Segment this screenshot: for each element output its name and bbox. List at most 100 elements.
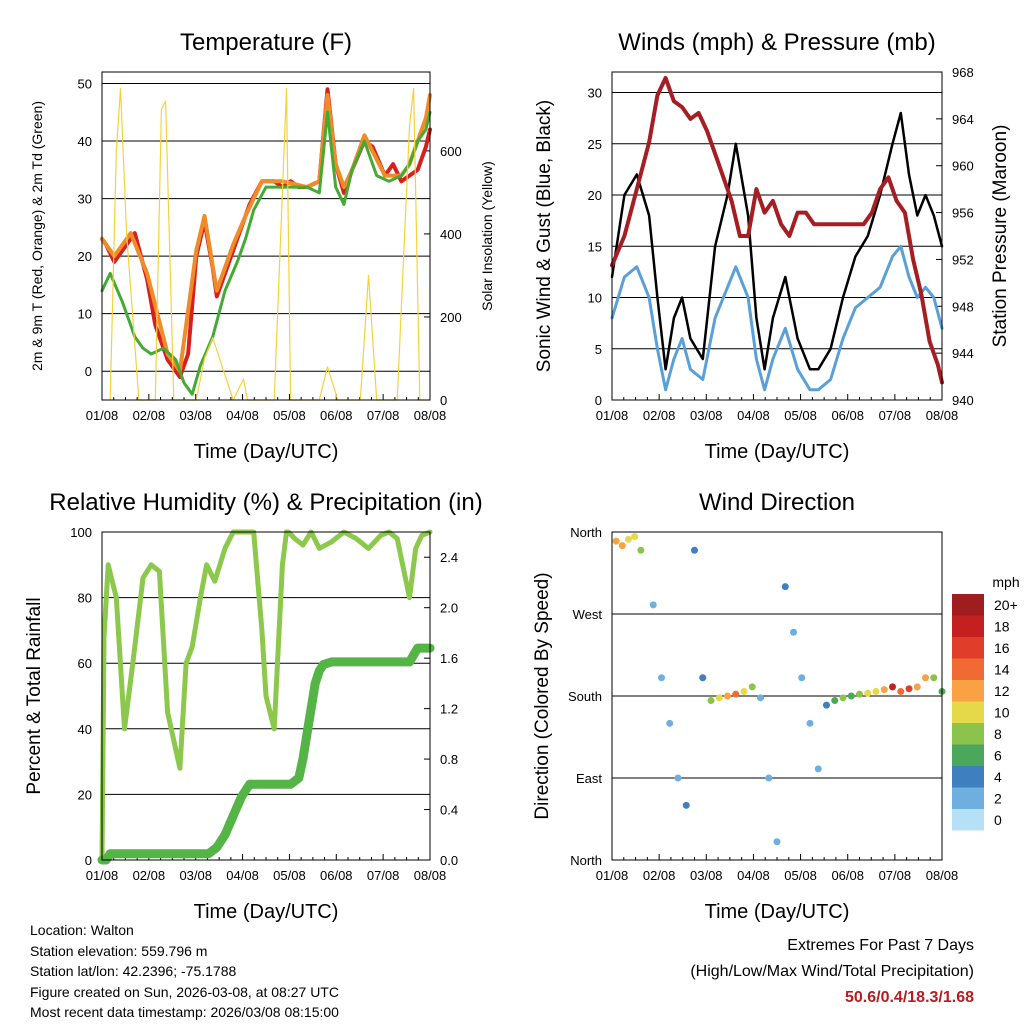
direction-point — [691, 546, 698, 554]
plot-frame — [101, 71, 431, 401]
x-tick-label: 04/08 — [226, 868, 259, 883]
series-line-solar-insolation — [109, 88, 431, 401]
legend-swatch — [952, 766, 984, 788]
direction-point — [823, 701, 830, 709]
x-tick-label: 03/08 — [690, 408, 723, 423]
direction-point — [699, 674, 707, 682]
legend-label: 18 — [994, 618, 1010, 634]
series-line-9m-t — [100, 93, 432, 374]
y-axis-label: Sonic Wind & Gust (Blue, Black) — [534, 100, 555, 372]
legend-label: 0 — [994, 812, 1002, 828]
direction-point — [781, 583, 789, 591]
y-tick-label: 10 — [78, 307, 92, 322]
y-axis-label: Direction (Colored By Speed) — [532, 572, 553, 819]
legend-swatch — [952, 723, 984, 745]
direction-point — [889, 683, 896, 691]
direction-point — [880, 686, 888, 694]
y-tick-label: West — [573, 607, 603, 622]
y-tick-label: North — [570, 525, 602, 540]
x-tick-label: 06/08 — [831, 868, 864, 883]
direction-point — [724, 692, 731, 700]
x-tick-label: 08/08 — [926, 868, 959, 883]
direction-point — [649, 601, 657, 609]
x-tick-label: 04/08 — [226, 408, 259, 423]
legend-label: 4 — [994, 769, 1002, 785]
y-tick-label: 80 — [78, 591, 92, 606]
x-tick-label: 07/08 — [879, 408, 912, 423]
legend-label: 2 — [994, 790, 1002, 806]
y2-tick-label: 960 — [952, 159, 974, 174]
x-tick-label: 03/08 — [179, 868, 212, 883]
y-tick-label: 0 — [595, 393, 602, 408]
x-tick-label: 04/08 — [737, 408, 770, 423]
direction-point — [897, 687, 905, 695]
direction-point — [864, 689, 872, 697]
direction-point — [748, 683, 756, 691]
y-tick-label: 30 — [588, 86, 602, 101]
y-tick-label: East — [576, 771, 602, 786]
y-tick-label: 40 — [78, 722, 92, 737]
x-tick-label: 02/08 — [643, 408, 676, 423]
y2-tick-label: 0.0 — [440, 853, 458, 868]
y2-tick-label: 952 — [952, 252, 974, 267]
direction-point — [872, 687, 880, 695]
direction-point — [666, 719, 674, 727]
legend-label: 16 — [994, 640, 1010, 656]
y-tick-label: 60 — [78, 656, 92, 671]
legend-swatch — [952, 744, 984, 766]
y2-tick-label: 2.0 — [440, 601, 458, 616]
y2-tick-label: 0 — [440, 393, 447, 408]
y-tick-label: 100 — [70, 525, 92, 540]
y2-axis-label: Station Pressure (Maroon) — [990, 125, 1011, 348]
y-tick-label: 30 — [78, 192, 92, 207]
x-tick-label: 03/08 — [690, 868, 723, 883]
info-created: Figure created on Sun, 2026-03-08, at 08… — [30, 983, 339, 1000]
y2-tick-label: 0.8 — [440, 752, 458, 767]
x-tick-label: 05/08 — [273, 408, 306, 423]
y2-tick-label: 1.6 — [440, 651, 458, 666]
x-tick-label: 06/08 — [320, 408, 353, 423]
plot-frame — [611, 531, 943, 861]
x-tick-label: 01/08 — [86, 408, 119, 423]
x-tick-label: 07/08 — [367, 868, 400, 883]
direction-point — [765, 774, 773, 782]
x-tick-label: 05/08 — [784, 868, 817, 883]
x-tick-label: 08/08 — [414, 408, 447, 423]
direction-point — [790, 628, 797, 636]
direction-point — [625, 535, 632, 543]
legend-swatch — [952, 701, 984, 723]
y2-axis-label: Solar Insolation (Yellow) — [479, 161, 495, 311]
series-line-wind — [610, 244, 944, 392]
x-tick-label: 02/08 — [643, 868, 676, 883]
direction-point — [831, 697, 839, 705]
x-tick-label: 02/08 — [133, 868, 166, 883]
direction-point — [612, 537, 620, 545]
x-axis-label: Time (Day/UTC) — [705, 901, 850, 923]
y-tick-label: 15 — [588, 239, 602, 254]
station-info: Location: Walton Station elevation: 559.… — [30, 920, 339, 1023]
direction-point — [839, 694, 847, 702]
legend-label: 20+ — [994, 597, 1018, 613]
y-axis-label: 2m & 9m T (Red, Orange) & 2m Td (Green) — [29, 101, 45, 371]
y-tick-label: 20 — [78, 787, 92, 802]
legend-swatch — [952, 594, 984, 616]
info-location: Location: Walton — [30, 922, 134, 938]
y-axis-label: Percent & Total Rainfall — [24, 597, 45, 794]
y2-tick-label: 964 — [952, 112, 974, 127]
chart-title: Winds (mph) & Pressure (mb) — [618, 29, 935, 56]
direction-point — [922, 674, 929, 682]
y2-tick-label: 968 — [952, 65, 974, 80]
info-recent: Most recent data timestamp: 2026/03/08 0… — [30, 1004, 339, 1020]
info-elevation: Station elevation: 559.796 m — [30, 942, 208, 959]
x-tick-label: 03/08 — [179, 408, 212, 423]
direction-point — [618, 542, 626, 550]
extremes-title: Extremes For Past 7 Days — [787, 937, 974, 954]
x-tick-label: 06/08 — [320, 868, 353, 883]
y-tick-label: North — [570, 853, 602, 868]
x-tick-label: 05/08 — [784, 408, 817, 423]
y2-tick-label: 600 — [440, 144, 462, 159]
direction-point — [631, 533, 639, 541]
y-tick-label: 40 — [78, 134, 92, 149]
y-tick-label: 0 — [85, 364, 92, 379]
